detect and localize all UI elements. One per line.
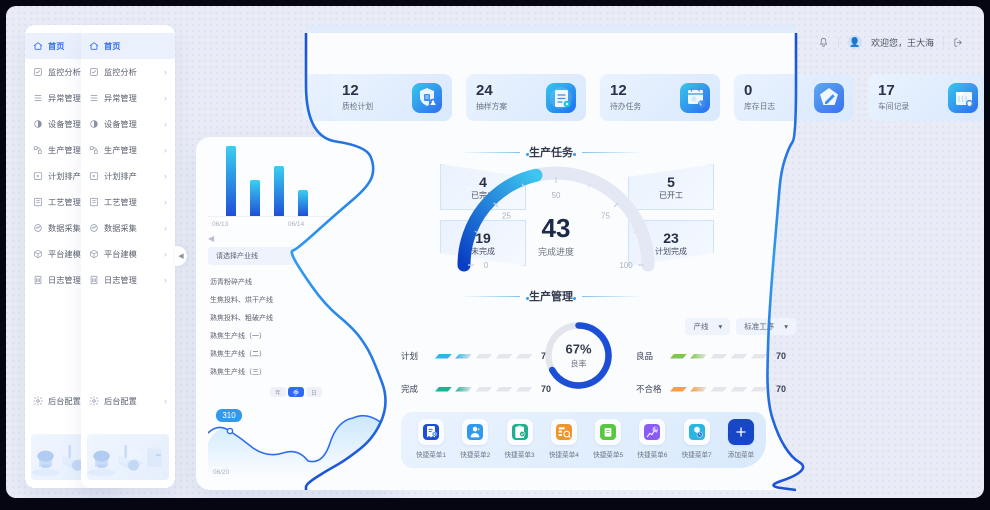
svg-text:50: 50 (552, 191, 561, 200)
svg-text:67%: 67% (565, 342, 591, 357)
svg-text:75: 75 (601, 212, 610, 221)
svg-text:06/20: 06/20 (213, 469, 230, 476)
svg-text:100: 100 (619, 261, 633, 270)
svg-text:完成进度: 完成进度 (538, 246, 574, 257)
svg-text:0: 0 (484, 261, 489, 270)
svg-text:良率: 良率 (571, 359, 587, 369)
svg-text:25: 25 (502, 212, 511, 221)
svg-text:43: 43 (542, 213, 571, 243)
svg-text:06/30: 06/30 (338, 469, 355, 476)
svg-text:310: 310 (222, 411, 236, 420)
